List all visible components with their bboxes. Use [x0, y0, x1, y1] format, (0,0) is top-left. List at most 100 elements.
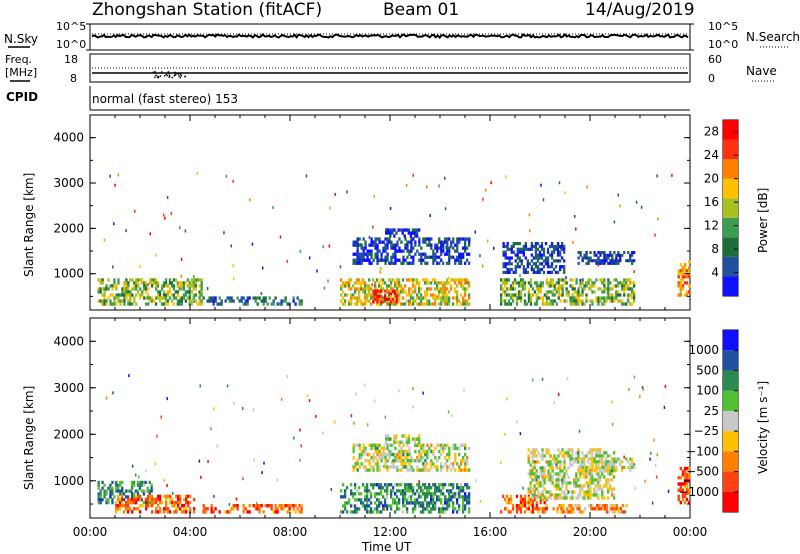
power-scatter-cell	[230, 244, 232, 248]
power-scatter-cell	[444, 176, 446, 180]
velocity-region-cell	[418, 452, 421, 457]
velocity-region-cell	[468, 468, 471, 472]
power-region-cell	[530, 242, 533, 246]
velocity-region-cell	[130, 495, 134, 499]
power-region-cell	[364, 299, 367, 303]
power-region-cell	[109, 293, 112, 297]
xtick-label: 20:00	[573, 525, 608, 539]
velocity-region-cell	[440, 452, 443, 457]
power-region-cell	[194, 281, 197, 285]
power-region-cell	[105, 302, 108, 306]
velocity-region-cell	[556, 507, 559, 511]
power-region-cell	[530, 247, 533, 251]
power-ytick-label: 3000	[53, 176, 84, 190]
power-region-cell	[536, 267, 540, 272]
velocity-region-cell	[121, 504, 124, 508]
velocity-region-cell	[183, 510, 186, 514]
power-region-cell	[370, 240, 373, 244]
power-region-cell	[438, 293, 441, 297]
power-region-cell	[101, 302, 104, 306]
velocity-region-cell	[609, 478, 612, 482]
power-region-cell	[300, 299, 303, 303]
velocity-region-cell	[452, 510, 455, 514]
velocity-region-cell	[464, 446, 467, 451]
power-region-cell	[550, 270, 554, 274]
power-region-cell	[538, 250, 542, 254]
power-region-cell	[515, 281, 519, 285]
power-region-cell	[544, 262, 548, 266]
power-region-cell	[565, 290, 568, 294]
power-region-cell	[262, 299, 265, 303]
power-region-cell	[595, 299, 598, 303]
power-region-cell	[546, 256, 550, 260]
power-region-cell	[436, 296, 439, 300]
velocity-region-cell	[378, 452, 381, 457]
velocity-region-cell	[132, 483, 136, 487]
power-region-cell	[551, 293, 554, 297]
velocity-region-cell	[599, 448, 602, 452]
power-region-cell	[380, 258, 383, 262]
power-region-cell	[557, 296, 560, 300]
power-region-cell	[151, 296, 154, 300]
power-region-cell	[392, 255, 395, 259]
power-region-cell	[518, 250, 521, 254]
power-region-cell	[366, 287, 369, 291]
velocity-region-cell	[578, 507, 581, 511]
velocity-region-cell	[171, 504, 174, 508]
power-region-cell	[358, 290, 361, 294]
velocity-region-cell	[416, 465, 419, 469]
velocity-region-cell	[382, 495, 385, 499]
velocity-region-cell	[575, 451, 578, 455]
power-region-cell	[623, 302, 626, 306]
velocity-region-cell	[436, 498, 439, 502]
velocity-region-cell	[352, 446, 355, 451]
power-region-cell	[398, 290, 401, 294]
velocity-region-cell	[611, 460, 614, 464]
velocity-region-cell	[414, 507, 417, 511]
power-region-cell	[631, 293, 634, 297]
power-region-cell	[613, 278, 616, 282]
velocity-region-cell	[185, 507, 188, 511]
power-region-cell	[597, 256, 600, 260]
power-region-cell	[294, 302, 297, 306]
velocity-region-cell	[390, 492, 393, 496]
power-region-cell	[160, 287, 164, 291]
power-region-cell	[151, 284, 154, 288]
power-scatter-cell	[134, 209, 136, 213]
velocity-region-cell	[541, 493, 544, 497]
velocity-region-cell	[561, 481, 564, 485]
power-region-cell	[272, 302, 275, 306]
velocity-region-cell	[398, 452, 401, 457]
velocity-region-cell	[557, 448, 560, 452]
power-region-cell	[550, 250, 554, 254]
power-region-cell	[426, 261, 429, 265]
power-region-cell	[607, 281, 610, 285]
velocity-region-cell	[452, 465, 455, 469]
velocity-region-cell	[125, 504, 128, 508]
velocity-region-cell	[543, 507, 546, 511]
power-region-cell	[621, 284, 624, 288]
power-region-cell	[434, 293, 437, 297]
power-region-cell	[117, 296, 120, 300]
velocity-region-cell	[563, 457, 566, 461]
velocity-region-cell	[452, 462, 455, 466]
power-region-cell	[520, 259, 523, 263]
velocity-region-cell	[382, 452, 385, 457]
velocity-region-cell	[394, 483, 397, 487]
power-region-cell	[364, 287, 367, 291]
velocity-region-cell	[452, 483, 455, 487]
power-region-cell	[160, 296, 164, 300]
power-region-cell	[406, 249, 409, 253]
power-scatter-cell	[225, 174, 228, 178]
velocity-region-cell	[599, 475, 602, 479]
power-region-cell	[575, 293, 578, 297]
velocity-region-cell	[424, 498, 427, 502]
power-region-cell	[388, 237, 391, 241]
power-region-cell	[256, 302, 259, 306]
velocity-region-cell	[593, 481, 596, 485]
power-region-cell	[462, 278, 465, 282]
power-region-cell	[556, 253, 560, 257]
velocity-region-cell	[402, 501, 405, 505]
velocity-region-cell	[560, 504, 563, 508]
velocity-region-cell	[121, 480, 124, 484]
